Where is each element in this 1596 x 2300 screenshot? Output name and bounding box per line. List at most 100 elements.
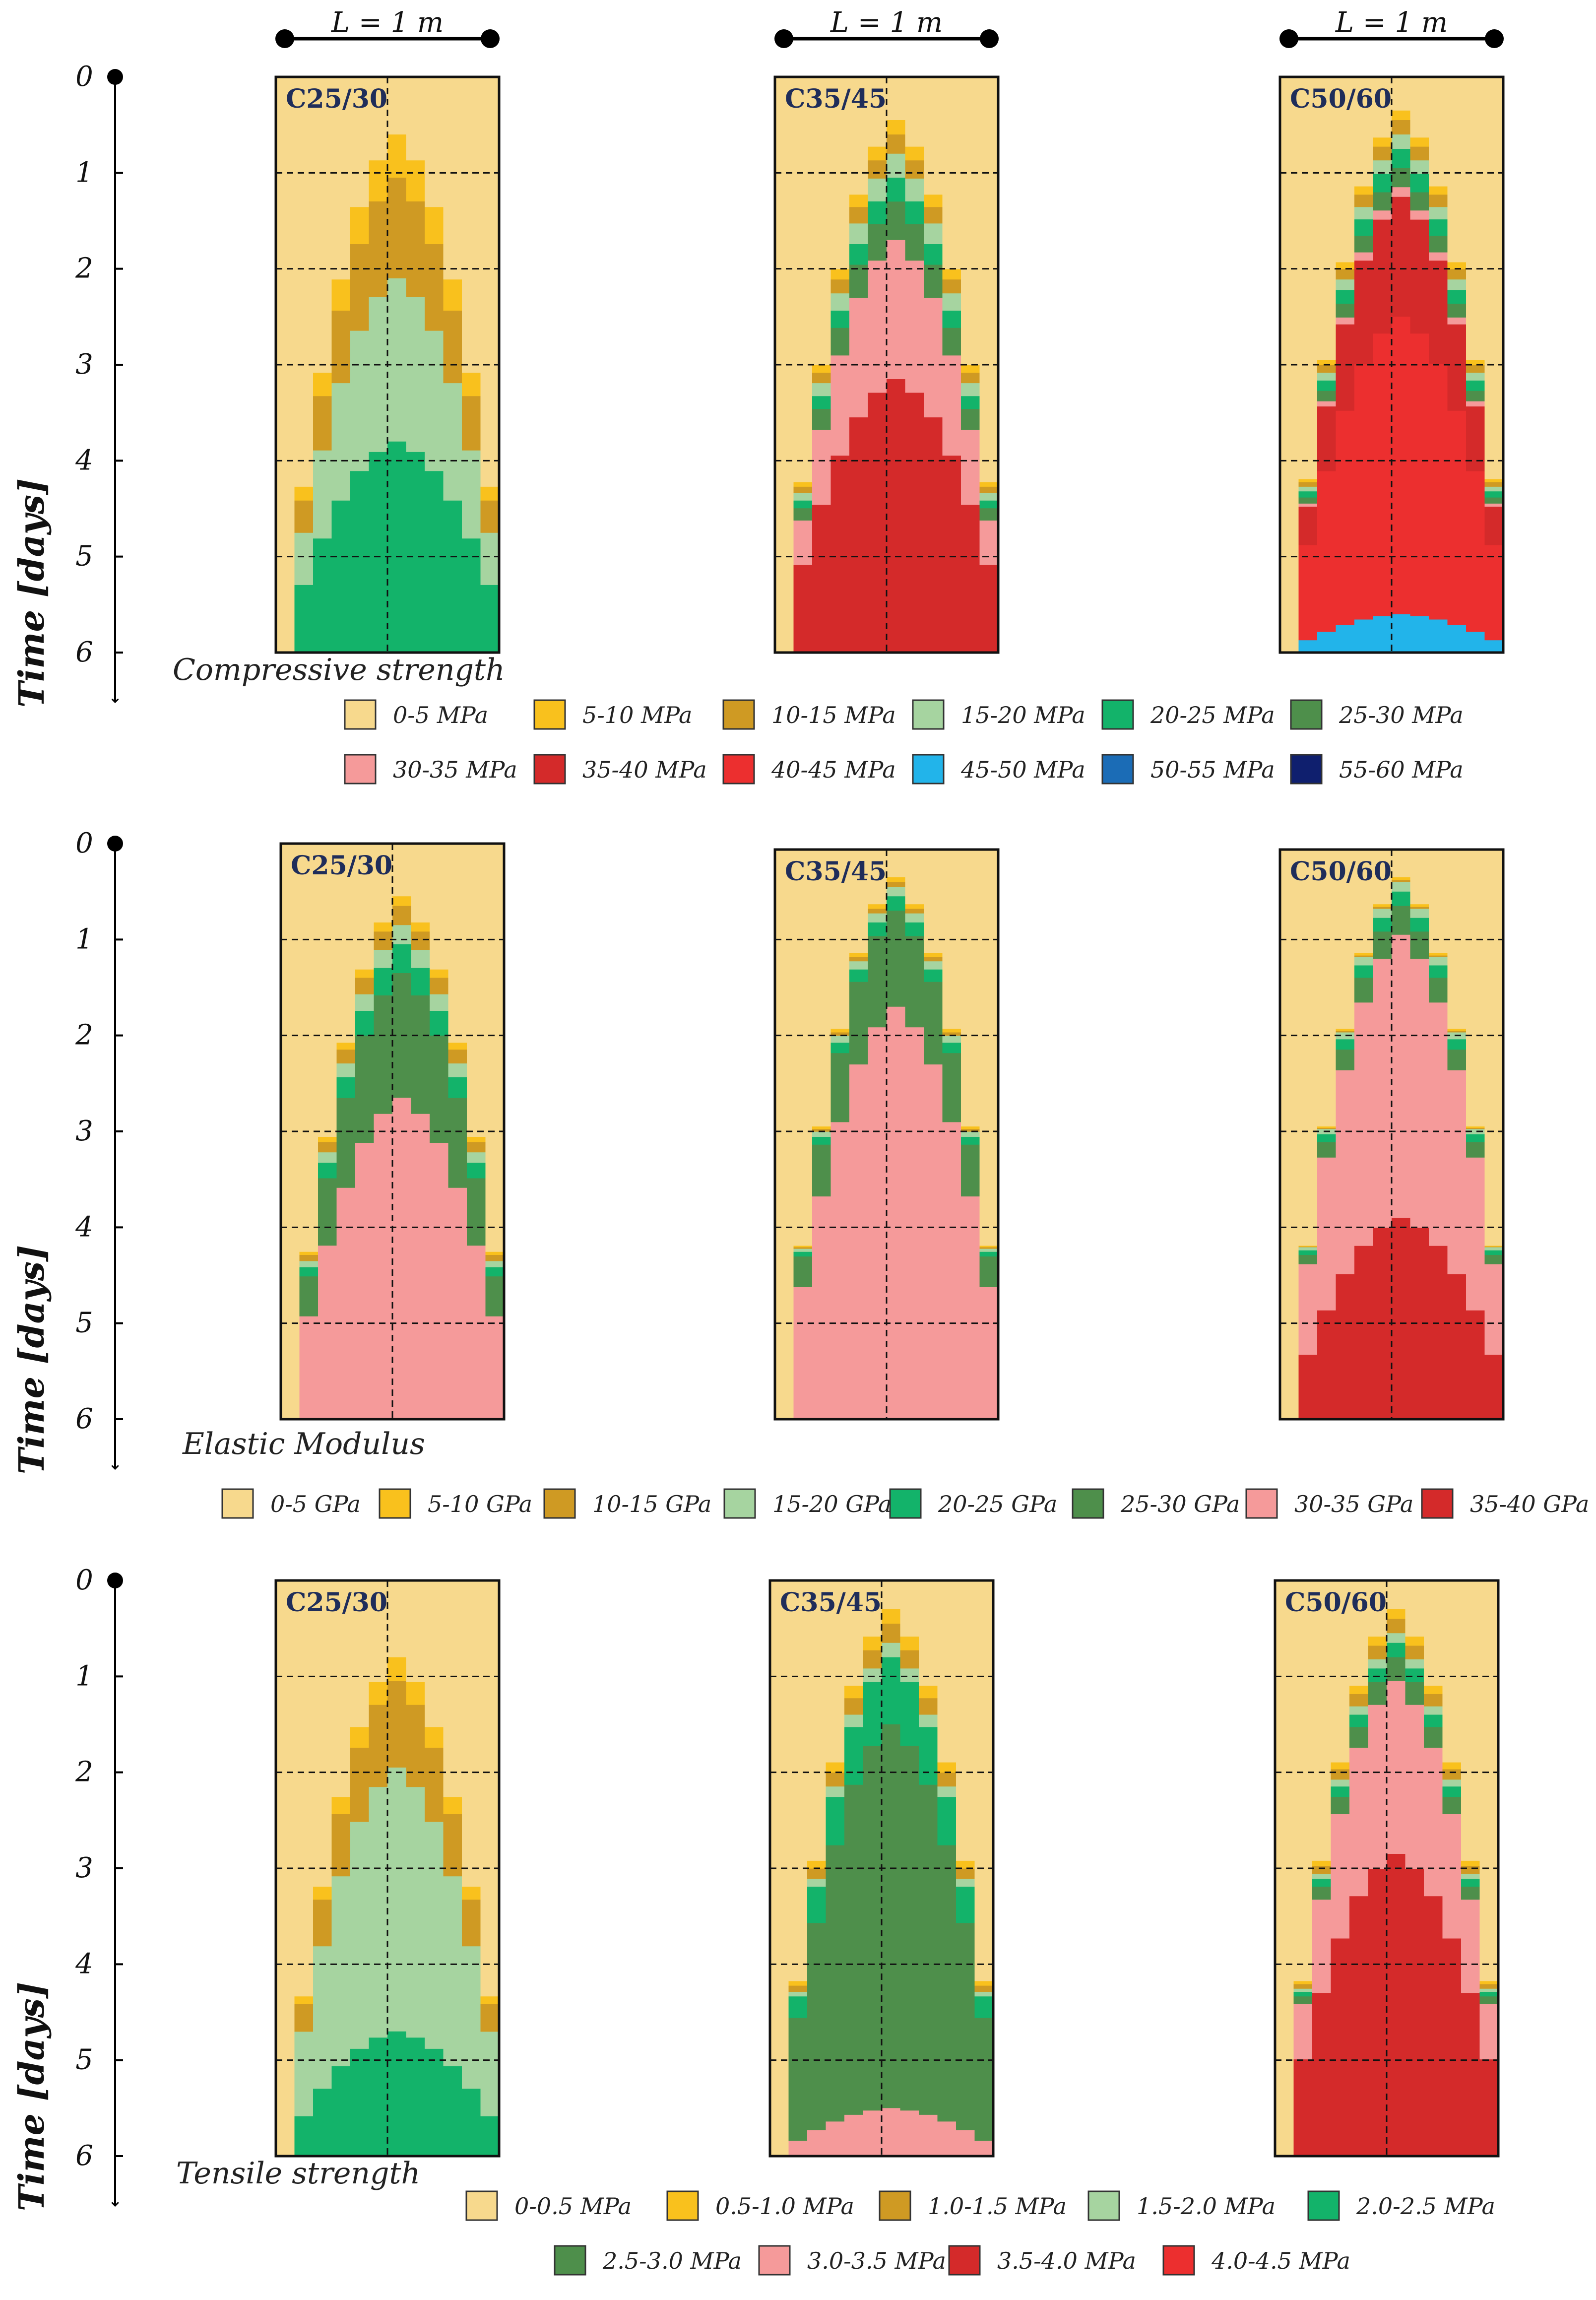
panel-c25-30: C25/30 <box>274 75 501 654</box>
length-scale-label: L = 1 m <box>331 6 444 39</box>
panel-c35-45: C35/45 <box>773 848 1000 1421</box>
legend-swatch <box>1101 754 1134 785</box>
y-tick-label: 6 <box>75 2140 93 2172</box>
legend-label: 20-25 MPa <box>1150 702 1275 728</box>
panel-c25-30: C25/30 <box>274 1579 501 2158</box>
legend-swatch <box>1290 699 1323 730</box>
legend-swatch <box>912 754 945 785</box>
legend-label: 40-45 MPa <box>771 756 896 783</box>
legend-label: 55-60 MPa <box>1339 756 1464 783</box>
legend-swatch <box>1245 1488 1278 1519</box>
legend-label: 30-35 MPa <box>393 756 517 783</box>
panel-border <box>773 75 1000 654</box>
panel-c50-60: C50/60 <box>1274 1579 1500 2158</box>
panel-border <box>773 848 1000 1421</box>
concrete-grade-label: C35/45 <box>785 84 887 114</box>
legend-label: 1.0-1.5 MPa <box>928 2193 1067 2220</box>
concrete-grade-label: C25/30 <box>291 851 392 881</box>
legend-label: 3.5-4.0 MPa <box>997 2247 1136 2274</box>
panel-border <box>1274 1579 1500 2158</box>
legend-label: 50-55 MPa <box>1150 756 1275 783</box>
legend-label: 0-0.5 MPa <box>514 2193 632 2220</box>
panel-c35-45: C35/45 <box>768 1579 995 2158</box>
y-tick-label: 3 <box>75 1115 93 1147</box>
concrete-grade-label: C50/60 <box>1290 84 1392 114</box>
legend-label: 0-5 GPa <box>270 1491 361 1517</box>
y-axis-label: Time [days] <box>11 478 52 708</box>
legend-label: 25-30 MPa <box>1339 702 1464 728</box>
legend-label: 10-15 MPa <box>771 702 896 728</box>
y-tick-label: 2 <box>75 253 93 285</box>
legend-label: 4.0-4.5 MPa <box>1211 2247 1350 2274</box>
scale-end-dot <box>1485 29 1504 48</box>
legend-label: 5-10 GPa <box>428 1491 532 1517</box>
legend-label: 2.0-2.5 MPa <box>1356 2193 1495 2220</box>
panel-border <box>274 1579 501 2158</box>
chart-section: 0 1 2 3 4 5 6 Time [days] L = 1 m L = 1 m L = 1 m C… <box>11 6 1505 785</box>
chart-title: Compressive strength <box>173 653 505 687</box>
concrete-grade-label: C35/45 <box>780 1587 882 1618</box>
panel-border <box>274 75 501 654</box>
y-tick-label: 6 <box>75 1403 93 1435</box>
y-tick-label: 0 <box>75 61 93 93</box>
y-tick-label: 2 <box>75 1019 93 1051</box>
legend-swatch <box>912 699 945 730</box>
y-axis-label: Time [days] <box>11 1245 52 1474</box>
contour-band <box>1280 614 1503 653</box>
scale-end-dot <box>481 29 500 48</box>
legend-label: 35-40 GPa <box>1470 1491 1589 1517</box>
legend-label: 35-40 MPa <box>582 756 707 783</box>
legend-swatch <box>344 699 377 730</box>
y-tick-label: 5 <box>75 1307 93 1339</box>
legend-swatch <box>1307 2190 1340 2221</box>
legend-label: 45-50 MPa <box>960 756 1085 783</box>
chart-section: 0 1 2 3 4 5 6 Time [days] C25/30 C35/45 C50/60 Tens… <box>11 1564 1500 2276</box>
legend-label: 25-30 GPa <box>1120 1491 1240 1517</box>
legend-label: 1.5-2.0 MPa <box>1137 2193 1276 2220</box>
y-tick-label: 1 <box>75 156 93 189</box>
legend-swatch <box>543 1488 576 1519</box>
legend-swatch <box>948 2245 981 2276</box>
chart-title: Elastic Modulus <box>182 1427 425 1461</box>
legend-swatch <box>1072 1488 1104 1519</box>
concrete-grade-label: C25/30 <box>286 84 387 114</box>
legend-swatch <box>889 1488 922 1519</box>
legend-swatch <box>723 1488 756 1519</box>
legend-label: 0.5-1.0 MPa <box>715 2193 854 2220</box>
concrete-grade-label: C50/60 <box>1290 856 1392 887</box>
legend-label: 20-25 GPa <box>938 1491 1057 1517</box>
legend-swatch <box>379 1488 411 1519</box>
axis-origin-dot <box>107 836 123 852</box>
legend-swatch <box>465 2190 498 2221</box>
legend-label: 10-15 GPa <box>592 1491 711 1517</box>
y-tick-label: 3 <box>75 348 93 381</box>
scale-end-dot <box>1279 29 1298 48</box>
length-scale-label: L = 1 m <box>830 6 943 39</box>
legend-swatch <box>758 2245 791 2276</box>
y-tick-label: 4 <box>75 1211 93 1243</box>
y-tick-label: 6 <box>75 636 93 668</box>
legend-label: 15-20 GPa <box>772 1491 892 1517</box>
y-tick-label: 0 <box>75 1564 93 1596</box>
axis-origin-dot <box>107 69 123 85</box>
y-tick-label: 1 <box>75 923 93 955</box>
y-tick-label: 4 <box>75 444 93 476</box>
legend-swatch <box>666 2190 699 2221</box>
y-tick-label: 4 <box>75 1948 93 1980</box>
legend-swatch <box>1290 754 1323 785</box>
scale-end-dot <box>774 29 793 48</box>
y-tick-label: 2 <box>75 1756 93 1788</box>
axis-origin-dot <box>107 1573 123 1588</box>
scale-end-dot <box>275 29 294 48</box>
chart-title: Tensile strength <box>176 2156 420 2191</box>
y-tick-label: 5 <box>75 540 93 573</box>
legend-swatch <box>533 699 566 730</box>
legend-swatch <box>879 2190 911 2221</box>
y-tick-label: 1 <box>75 1660 93 1692</box>
legend-swatch <box>1087 2190 1120 2221</box>
y-axis-label: Time [days] <box>11 1982 52 2211</box>
legend-swatch <box>344 754 377 785</box>
y-tick-label: 3 <box>75 1852 93 1884</box>
scale-end-dot <box>980 29 999 48</box>
